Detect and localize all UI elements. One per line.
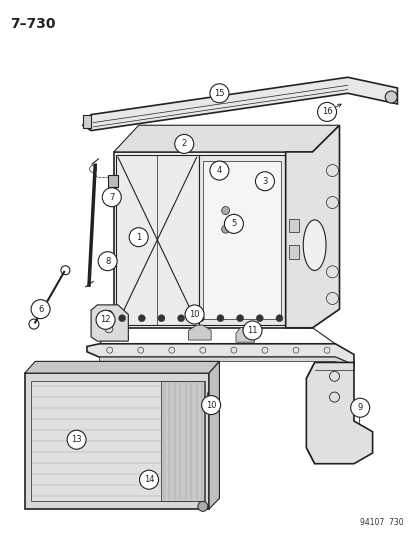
Circle shape: [255, 172, 274, 191]
Circle shape: [174, 134, 193, 154]
Text: 4: 4: [216, 166, 221, 175]
Text: 94107  730: 94107 730: [359, 518, 403, 527]
Circle shape: [197, 314, 204, 322]
Polygon shape: [202, 161, 280, 319]
Text: 10: 10: [205, 401, 216, 409]
Text: 1: 1: [136, 233, 141, 241]
Text: 7–730: 7–730: [10, 17, 56, 31]
Polygon shape: [25, 361, 219, 373]
Polygon shape: [235, 328, 254, 342]
FancyBboxPatch shape: [108, 175, 117, 187]
FancyBboxPatch shape: [83, 115, 91, 128]
Polygon shape: [209, 361, 219, 509]
Circle shape: [317, 102, 336, 122]
Circle shape: [31, 300, 50, 319]
Polygon shape: [306, 362, 372, 464]
Polygon shape: [91, 305, 128, 341]
Polygon shape: [114, 125, 339, 152]
Text: 5: 5: [231, 220, 236, 228]
Circle shape: [385, 91, 396, 103]
Circle shape: [139, 470, 158, 489]
Text: 8: 8: [105, 257, 110, 265]
Polygon shape: [31, 381, 204, 501]
Circle shape: [275, 314, 282, 322]
Circle shape: [177, 314, 184, 322]
Circle shape: [350, 398, 369, 417]
Text: 6: 6: [38, 305, 43, 313]
Circle shape: [201, 395, 220, 415]
Circle shape: [216, 314, 223, 322]
Polygon shape: [25, 373, 209, 509]
Polygon shape: [99, 357, 353, 370]
FancyBboxPatch shape: [288, 219, 299, 232]
Circle shape: [256, 314, 263, 322]
Circle shape: [236, 314, 243, 322]
FancyBboxPatch shape: [288, 245, 299, 259]
Circle shape: [185, 305, 204, 324]
Circle shape: [221, 206, 229, 215]
Circle shape: [129, 228, 148, 247]
Circle shape: [221, 225, 229, 233]
Polygon shape: [114, 152, 312, 328]
Polygon shape: [83, 77, 396, 131]
Circle shape: [209, 84, 228, 103]
Polygon shape: [198, 155, 285, 325]
Circle shape: [102, 188, 121, 207]
Circle shape: [96, 310, 115, 329]
Ellipse shape: [302, 220, 325, 271]
Polygon shape: [188, 325, 211, 340]
Text: 15: 15: [214, 89, 224, 98]
Text: 13: 13: [71, 435, 82, 444]
Polygon shape: [161, 381, 203, 501]
Text: 11: 11: [247, 326, 257, 335]
Text: 14: 14: [143, 475, 154, 484]
Text: 9: 9: [357, 403, 362, 412]
Text: 7: 7: [109, 193, 114, 201]
Polygon shape: [312, 125, 339, 328]
Circle shape: [158, 314, 164, 322]
Circle shape: [138, 314, 145, 322]
Text: 2: 2: [181, 140, 186, 148]
Circle shape: [98, 252, 117, 271]
Circle shape: [67, 430, 86, 449]
Text: 10: 10: [189, 310, 199, 319]
Circle shape: [119, 314, 125, 322]
Circle shape: [197, 502, 207, 511]
Text: 3: 3: [262, 177, 267, 185]
Text: 12: 12: [100, 316, 111, 324]
Circle shape: [242, 321, 261, 340]
Polygon shape: [116, 155, 198, 325]
Circle shape: [209, 161, 228, 180]
Circle shape: [224, 214, 243, 233]
Polygon shape: [285, 125, 339, 328]
Text: 16: 16: [321, 108, 332, 116]
Polygon shape: [87, 344, 353, 365]
